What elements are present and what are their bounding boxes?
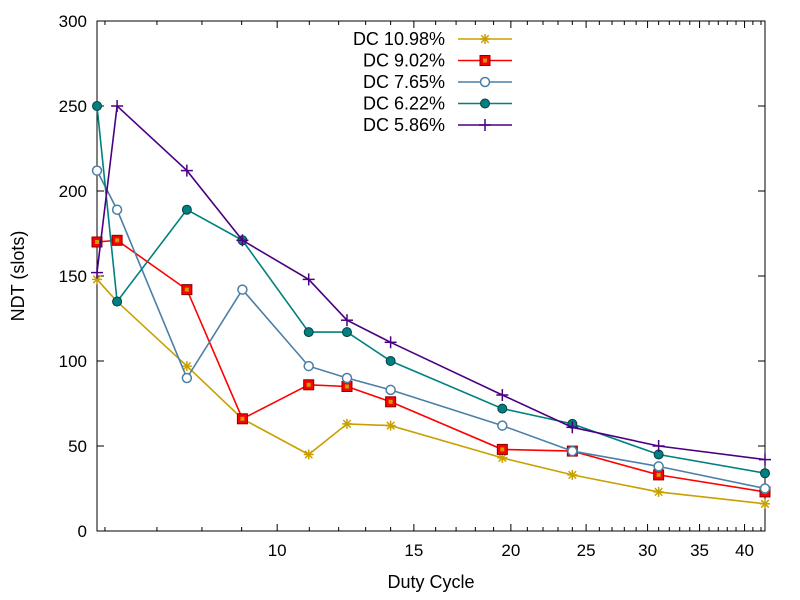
data-point bbox=[303, 449, 314, 460]
data-point bbox=[181, 372, 193, 384]
data-point bbox=[385, 384, 396, 396]
data-point bbox=[341, 327, 352, 338]
x-tick-label: 40 bbox=[735, 541, 754, 560]
data-point bbox=[653, 486, 664, 497]
series-4 bbox=[92, 101, 770, 479]
data-point bbox=[303, 327, 314, 338]
legend-item: DC 9.02% bbox=[363, 51, 512, 71]
data-point bbox=[497, 452, 508, 463]
y-tick-label: 100 bbox=[59, 352, 87, 371]
series-line bbox=[96, 170, 766, 490]
data-point bbox=[496, 443, 508, 455]
legend-item: DC 10.98% bbox=[353, 29, 512, 49]
data-point bbox=[303, 360, 314, 372]
data-point bbox=[760, 498, 770, 509]
data-point bbox=[181, 361, 192, 372]
data-point bbox=[759, 483, 771, 494]
legend-label: DC 9.02% bbox=[363, 51, 445, 71]
y-tick-label: 300 bbox=[59, 12, 87, 31]
data-point bbox=[236, 413, 248, 425]
x-tick-label: 10 bbox=[268, 541, 287, 560]
data-point bbox=[111, 100, 124, 112]
y-tick-label: 250 bbox=[59, 97, 87, 116]
data-point bbox=[181, 284, 193, 296]
data-point bbox=[496, 389, 509, 401]
legend-label: DC 6.22% bbox=[363, 94, 445, 114]
data-point bbox=[91, 266, 103, 279]
y-tick-label: 150 bbox=[59, 267, 87, 286]
data-point bbox=[479, 55, 491, 66]
x-tick-label: 25 bbox=[577, 541, 596, 560]
data-point bbox=[91, 236, 103, 248]
series-line bbox=[96, 105, 766, 474]
x-tick-label: 20 bbox=[501, 541, 520, 560]
y-tick-label: 200 bbox=[59, 182, 87, 201]
data-point bbox=[497, 420, 508, 431]
legend-item: DC 5.86% bbox=[363, 115, 512, 135]
data-point bbox=[479, 76, 491, 88]
legend-label: DC 7.65% bbox=[363, 72, 445, 92]
series-group bbox=[91, 100, 771, 509]
data-point bbox=[760, 468, 770, 479]
data-point bbox=[652, 440, 665, 452]
series-1 bbox=[92, 274, 770, 509]
data-point bbox=[302, 273, 315, 286]
data-point bbox=[653, 461, 664, 472]
data-point bbox=[759, 453, 771, 466]
data-point bbox=[112, 296, 123, 307]
data-point bbox=[181, 204, 192, 215]
data-point bbox=[479, 119, 491, 131]
data-point bbox=[111, 234, 123, 246]
x-axis-title: Duty Cycle bbox=[387, 572, 474, 592]
data-point bbox=[180, 164, 193, 177]
data-point bbox=[384, 336, 397, 349]
data-point bbox=[236, 234, 249, 247]
data-point bbox=[385, 356, 396, 366]
axis-ticks: 0 50 100 150 200 250 300 10 15 20 25 30 35 40 bbox=[59, 12, 765, 560]
y-tick-label: 50 bbox=[68, 437, 87, 456]
legend-label: DC 10.98% bbox=[353, 29, 445, 49]
data-point bbox=[91, 165, 103, 176]
data-point bbox=[385, 420, 396, 431]
x-tick-label: 35 bbox=[690, 541, 709, 560]
data-point bbox=[385, 396, 397, 408]
data-point bbox=[341, 418, 352, 429]
legend-item: DC 7.65% bbox=[363, 72, 512, 92]
data-point bbox=[567, 445, 578, 457]
data-point bbox=[340, 314, 353, 327]
series-line bbox=[96, 104, 766, 461]
y-axis-title: NDT (slots) bbox=[8, 231, 28, 322]
data-point bbox=[303, 379, 315, 391]
data-point bbox=[237, 284, 248, 295]
x-tick-label: 30 bbox=[638, 541, 657, 560]
data-point bbox=[497, 403, 508, 414]
data-point bbox=[480, 98, 490, 109]
legend: DC 10.98%DC 9.02%DC 7.65%DC 6.22%DC 5.86… bbox=[353, 29, 512, 135]
series-3 bbox=[91, 165, 771, 494]
y-tick-label: 0 bbox=[78, 522, 87, 541]
data-point bbox=[111, 204, 123, 215]
data-point bbox=[341, 372, 353, 384]
legend-item: DC 6.22% bbox=[363, 94, 512, 114]
data-point bbox=[480, 34, 490, 44]
data-point bbox=[566, 421, 579, 434]
data-point bbox=[92, 101, 102, 111]
x-tick-label: 15 bbox=[404, 541, 423, 560]
data-point bbox=[567, 469, 578, 480]
series-line bbox=[96, 239, 766, 493]
legend-label: DC 5.86% bbox=[363, 115, 445, 135]
series-5 bbox=[91, 100, 771, 466]
